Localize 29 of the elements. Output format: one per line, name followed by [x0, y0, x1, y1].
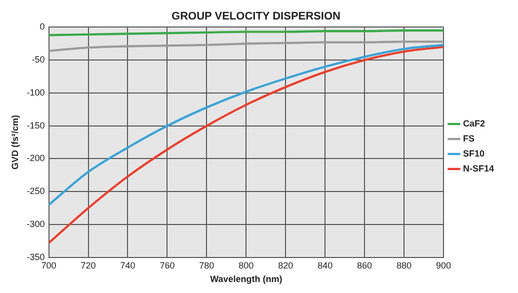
y-axis-title: GVD (fs²/cm): [10, 115, 20, 170]
chart-title: GROUP VELOCITY DISPERSION: [172, 10, 341, 23]
x-tick-label: 700: [41, 260, 56, 270]
legend-label: N-SF14: [462, 163, 494, 174]
x-tick-label: 840: [318, 260, 333, 270]
x-tick-label: 820: [278, 260, 294, 270]
x-tick-label: 880: [396, 260, 412, 270]
legend-label: CaF2: [462, 118, 486, 128]
y-tick-label: -250: [26, 186, 45, 196]
legend-label: SF10: [462, 148, 485, 158]
legend-label: FS: [462, 133, 475, 144]
x-tick-label: 860: [357, 260, 372, 270]
y-tick-label: -100: [26, 87, 45, 98]
x-tick-label: 740: [120, 260, 136, 270]
line-series: [48, 44, 444, 206]
y-tick-label: -50: [32, 54, 45, 65]
line-series: [48, 46, 444, 244]
x-axis-title: Wavelength (nm): [210, 274, 282, 284]
y-tick-label: -150: [26, 120, 45, 130]
x-tick-label: 720: [80, 260, 96, 270]
y-tick-label: 0: [40, 22, 45, 32]
line-series: [48, 40, 444, 52]
y-tick-label: -350: [26, 252, 45, 262]
x-tick-label: 760: [160, 260, 175, 270]
y-tick-label: -200: [26, 153, 45, 164]
x-tick-label: 780: [199, 260, 214, 270]
y-tick-label: -300: [26, 219, 45, 229]
x-tick-label: 900: [436, 260, 452, 270]
x-tick-label: 800: [238, 260, 254, 270]
